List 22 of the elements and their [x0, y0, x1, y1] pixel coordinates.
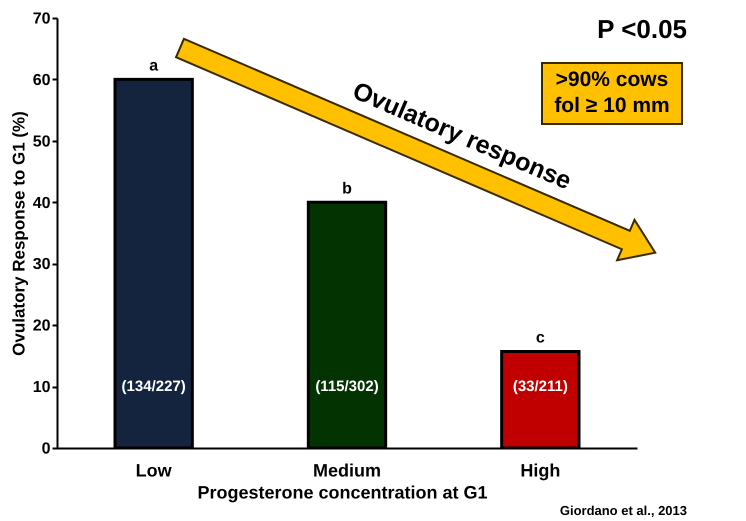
text: Giordano et al., 2013: [560, 503, 687, 518]
y-tick-label: 0: [42, 440, 51, 458]
x-tick-label: Medium: [312, 460, 382, 480]
y-tick-label: 10: [32, 379, 51, 396]
x-tick-label: High: [520, 460, 560, 480]
y-tick-label: 30: [32, 256, 51, 274]
annotation: P <0.05: [597, 14, 687, 44]
x-axis-title: Progesterone concentration at G1: [197, 482, 488, 502]
y-tick-label: 50: [32, 133, 51, 150]
data-label: (115/302): [315, 378, 379, 395]
annotation: a: [149, 57, 158, 74]
annotation: b: [342, 180, 352, 198]
annotation: >90% cows fol ≥ 10 mm: [554, 68, 670, 117]
y-tick-label: 40: [32, 194, 51, 212]
data-label: (134/227): [122, 378, 186, 395]
annotation: c: [536, 330, 545, 347]
x-tick-label: Low: [136, 460, 173, 480]
data-label: (33/211): [512, 378, 568, 395]
y-tick-label: 70: [32, 10, 51, 28]
y-tick-label: 20: [32, 318, 51, 335]
y-axis-title: Ovulatory Response to G1 (%): [10, 111, 29, 356]
y-tick-label: 60: [32, 72, 51, 89]
